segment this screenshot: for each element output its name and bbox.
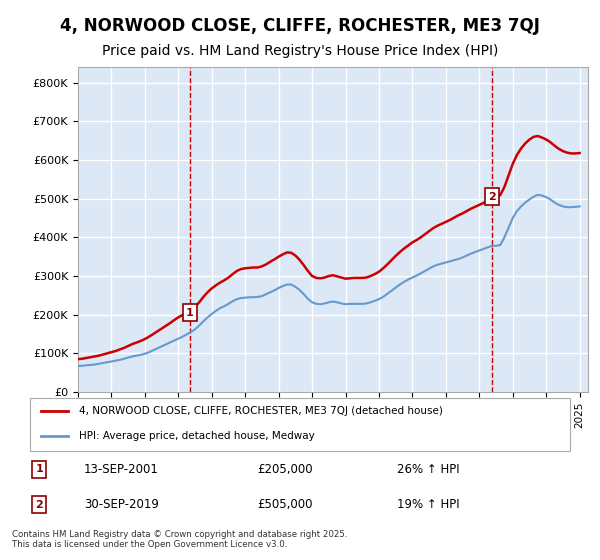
Text: 1: 1 bbox=[35, 464, 43, 474]
Text: 2: 2 bbox=[488, 192, 496, 202]
Text: 4, NORWOOD CLOSE, CLIFFE, ROCHESTER, ME3 7QJ (detached house): 4, NORWOOD CLOSE, CLIFFE, ROCHESTER, ME3… bbox=[79, 406, 442, 416]
Text: 4, NORWOOD CLOSE, CLIFFE, ROCHESTER, ME3 7QJ: 4, NORWOOD CLOSE, CLIFFE, ROCHESTER, ME3… bbox=[60, 17, 540, 35]
Text: 2: 2 bbox=[35, 500, 43, 510]
Text: £505,000: £505,000 bbox=[257, 498, 312, 511]
Text: HPI: Average price, detached house, Medway: HPI: Average price, detached house, Medw… bbox=[79, 431, 314, 441]
Text: 13-SEP-2001: 13-SEP-2001 bbox=[84, 463, 159, 476]
FancyBboxPatch shape bbox=[30, 398, 570, 451]
Text: 30-SEP-2019: 30-SEP-2019 bbox=[84, 498, 159, 511]
Text: 26% ↑ HPI: 26% ↑ HPI bbox=[397, 463, 460, 476]
Text: 1: 1 bbox=[186, 308, 194, 318]
Text: Contains HM Land Registry data © Crown copyright and database right 2025.
This d: Contains HM Land Registry data © Crown c… bbox=[12, 530, 347, 549]
Text: 19% ↑ HPI: 19% ↑ HPI bbox=[397, 498, 460, 511]
Text: Price paid vs. HM Land Registry's House Price Index (HPI): Price paid vs. HM Land Registry's House … bbox=[102, 44, 498, 58]
Text: £205,000: £205,000 bbox=[257, 463, 313, 476]
